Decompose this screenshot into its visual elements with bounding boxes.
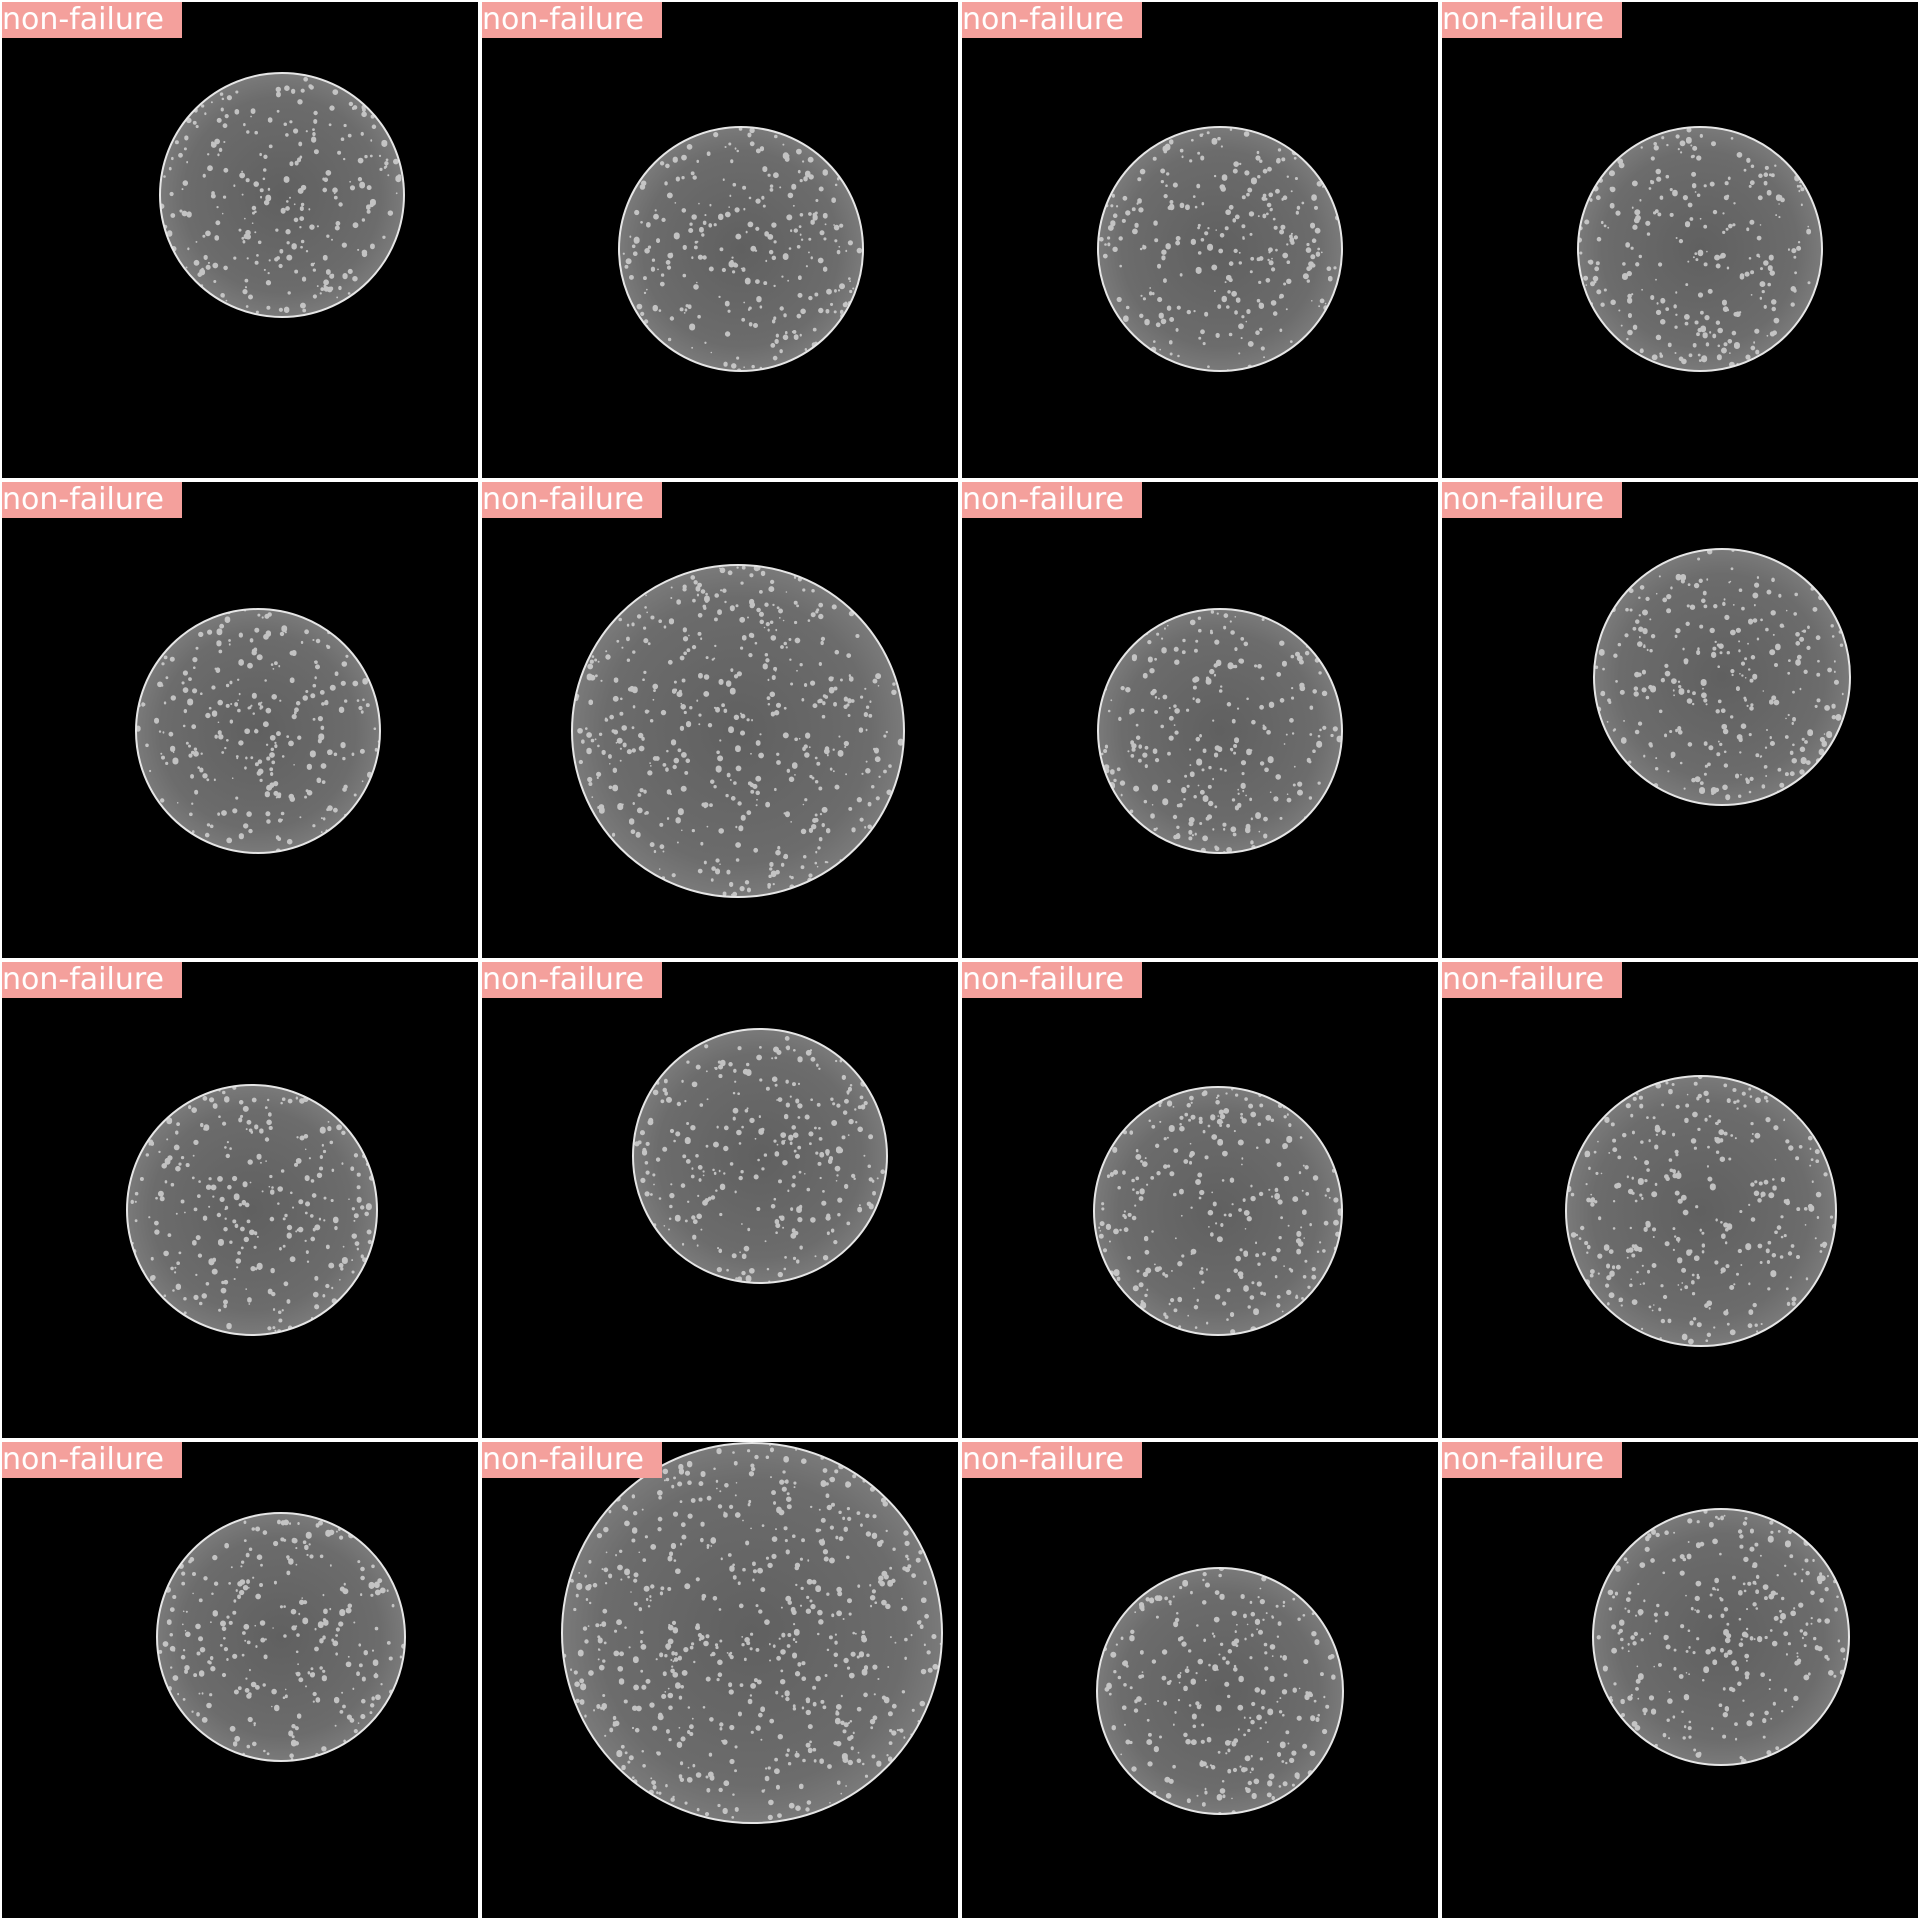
classification-label: non-failure xyxy=(962,482,1142,518)
classification-label: non-failure xyxy=(1442,1442,1622,1478)
classification-label: non-failure xyxy=(2,962,182,998)
specimen-disc xyxy=(1593,1509,1849,1765)
specimen-speckles xyxy=(1102,1568,1336,1814)
specimen-disc xyxy=(633,1029,887,1283)
specimen-speckles xyxy=(160,76,402,314)
specimen-tile: non-failure xyxy=(2,2,478,478)
specimen-tile: non-failure xyxy=(482,962,958,1438)
specimen-rim xyxy=(1592,1508,1850,1766)
specimen-tile: non-failure xyxy=(962,482,1438,958)
specimen-tile: non-failure xyxy=(2,962,478,1438)
specimen-image xyxy=(618,126,864,372)
specimen-image xyxy=(159,72,405,318)
specimen-rim xyxy=(159,72,405,318)
specimen-disc xyxy=(127,1085,377,1335)
specimen-image xyxy=(1093,1086,1343,1336)
classification-label: non-failure xyxy=(962,962,1142,998)
classification-label: non-failure xyxy=(962,1442,1142,1478)
specimen-disc xyxy=(1098,609,1342,853)
specimen-disc xyxy=(160,73,404,317)
specimen-rim xyxy=(1093,1086,1343,1336)
specimen-rim xyxy=(1565,1075,1837,1347)
classification-label: non-failure xyxy=(1442,962,1622,998)
specimen-rim xyxy=(1577,126,1823,372)
specimen-tile: non-failure xyxy=(962,1442,1438,1918)
specimen-image xyxy=(1577,126,1823,372)
classification-label: non-failure xyxy=(1442,482,1622,518)
classification-label: non-failure xyxy=(2,482,182,518)
specimen-rim xyxy=(1593,548,1851,806)
classification-label: non-failure xyxy=(482,482,662,518)
specimen-image xyxy=(1097,608,1343,854)
classification-label: non-failure xyxy=(2,2,182,38)
specimen-rim xyxy=(135,608,381,854)
specimen-tile: non-failure xyxy=(482,482,958,958)
specimen-disc xyxy=(1594,549,1850,805)
specimen-image xyxy=(156,1512,406,1762)
specimen-rim xyxy=(1097,126,1343,372)
specimen-image xyxy=(1097,126,1343,372)
specimen-speckles xyxy=(634,1036,885,1283)
specimen-rim xyxy=(156,1512,406,1762)
specimen-tile: non-failure xyxy=(482,1442,958,1918)
specimen-rim xyxy=(561,1442,943,1824)
specimen-rim xyxy=(618,126,864,372)
specimen-image xyxy=(632,1028,888,1284)
specimen-disc xyxy=(1578,127,1822,371)
classification-label: non-failure xyxy=(2,1442,182,1478)
specimen-tile: non-failure xyxy=(1442,1442,1918,1918)
specimen-tile: non-failure xyxy=(2,1442,478,1918)
specimen-rim xyxy=(1097,608,1343,854)
specimen-disc xyxy=(1566,1076,1836,1346)
specimen-rim xyxy=(632,1028,888,1284)
specimen-image xyxy=(1096,1567,1344,1815)
specimen-rim xyxy=(126,1084,378,1336)
specimen-tile: non-failure xyxy=(482,2,958,478)
specimen-image xyxy=(126,1084,378,1336)
specimen-disc xyxy=(1094,1087,1342,1335)
specimen-speckles xyxy=(573,565,904,897)
specimen-tile: non-failure xyxy=(1442,2,1918,478)
specimen-speckles xyxy=(622,127,863,371)
specimen-tile: non-failure xyxy=(1442,962,1918,1438)
specimen-image xyxy=(571,564,905,898)
specimen-speckles xyxy=(1578,127,1812,368)
specimen-image xyxy=(1565,1075,1837,1347)
classification-label: non-failure xyxy=(482,1442,662,1478)
classification-label: non-failure xyxy=(962,2,1142,38)
specimen-image xyxy=(1592,1508,1850,1766)
specimen-tile: non-failure xyxy=(962,2,1438,478)
specimen-speckles xyxy=(136,609,380,853)
specimen-speckles xyxy=(1099,128,1341,371)
specimen-rim xyxy=(571,564,905,898)
classification-label: non-failure xyxy=(1442,2,1622,38)
specimen-disc xyxy=(1097,1568,1343,1814)
specimen-disc xyxy=(157,1513,405,1761)
specimen-tile: non-failure xyxy=(2,482,478,958)
specimen-speckles xyxy=(1594,549,1844,801)
specimen-image xyxy=(1593,548,1851,806)
classification-label: non-failure xyxy=(482,962,662,998)
specimen-tile: non-failure xyxy=(1442,482,1918,958)
specimen-image xyxy=(135,608,381,854)
classification-label: non-failure xyxy=(482,2,662,38)
specimen-image xyxy=(561,1442,943,1824)
specimen-disc xyxy=(619,127,863,371)
specimen-speckles xyxy=(562,1444,942,1820)
specimen-tile: non-failure xyxy=(962,962,1438,1438)
specimen-rim xyxy=(1096,1567,1344,1815)
